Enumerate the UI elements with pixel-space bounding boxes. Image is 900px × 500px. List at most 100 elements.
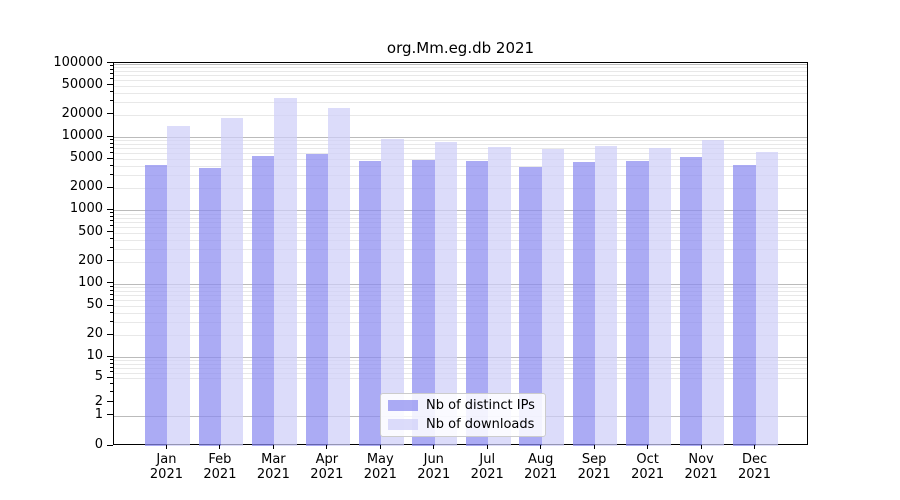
minor-gridline <box>114 295 807 297</box>
y-tick-mark <box>106 401 113 403</box>
x-tick-label: Apr 2021 <box>310 452 344 482</box>
minor-gridline <box>114 217 807 219</box>
bar-distinct-ips <box>519 167 542 446</box>
minor-gridline <box>114 364 807 366</box>
y-tick-mark <box>106 260 113 262</box>
bar-downloads <box>167 126 190 446</box>
major-gridline <box>114 357 807 359</box>
x-tick-label: Feb 2021 <box>203 452 237 482</box>
y-tick-mark <box>106 333 113 335</box>
y-minor-tick-mark <box>109 73 113 75</box>
minor-gridline <box>114 70 807 72</box>
bar-downloads <box>702 139 725 446</box>
bar-distinct-ips <box>145 164 168 446</box>
y-tick-label: 10000 <box>61 128 103 143</box>
bar-distinct-ips <box>733 164 756 446</box>
y-tick-mark <box>106 157 113 159</box>
x-tick-mark <box>700 445 702 449</box>
minor-gridline <box>114 66 807 68</box>
y-tick-mark <box>106 208 113 210</box>
y-tick-label: 0 <box>94 437 103 452</box>
x-tick-label: Aug 2021 <box>524 452 558 482</box>
y-minor-tick-mark <box>109 320 113 322</box>
y-tick-mark <box>106 376 113 378</box>
bar-downloads <box>274 97 297 446</box>
y-tick-label: 500 <box>78 223 103 239</box>
y-minor-tick-mark <box>109 220 113 222</box>
y-minor-tick-mark <box>109 142 113 144</box>
bar-distinct-ips <box>305 154 328 446</box>
y-minor-tick-mark <box>109 69 113 71</box>
bar-distinct-ips <box>465 161 489 446</box>
minor-gridline <box>114 74 807 76</box>
bar-downloads <box>648 147 671 446</box>
y-tick-label: 1000 <box>69 201 103 217</box>
x-tick-label: Mar 2021 <box>256 452 290 482</box>
y-minor-tick-mark <box>109 362 113 364</box>
y-minor-tick-mark <box>109 173 113 175</box>
y-minor-tick-mark <box>109 100 113 102</box>
legend: Nb of distinct IPs Nb of downloads <box>380 393 546 437</box>
legend-item: Nb of downloads <box>381 417 545 432</box>
bar-downloads <box>220 118 244 446</box>
minor-gridline <box>114 101 807 103</box>
bar-downloads <box>434 142 458 446</box>
y-minor-tick-mark <box>109 78 113 80</box>
y-tick-mark <box>106 414 113 416</box>
y-minor-tick-mark <box>109 146 113 148</box>
bar-downloads <box>327 107 351 446</box>
minor-gridline <box>114 92 807 94</box>
y-minor-tick-mark <box>109 371 113 373</box>
minor-gridline <box>114 313 807 315</box>
bar-distinct-ips <box>626 161 649 446</box>
y-tick-mark <box>106 186 113 188</box>
y-tick-label: 20 <box>86 326 103 342</box>
y-minor-tick-mark <box>109 383 113 385</box>
y-minor-tick-mark <box>109 298 113 300</box>
y-minor-tick-mark <box>109 358 113 360</box>
x-tick-mark <box>593 445 595 449</box>
y-tick-label: 50 <box>86 297 103 313</box>
y-tick-label: 50000 <box>61 76 103 92</box>
major-gridline <box>114 210 807 212</box>
y-minor-tick-mark <box>109 151 113 153</box>
minor-gridline <box>114 114 807 116</box>
bar-downloads <box>381 138 404 446</box>
bar-distinct-ips <box>252 156 275 446</box>
x-tick-label: Dec 2021 <box>737 452 772 482</box>
minor-gridline <box>114 239 807 241</box>
minor-gridline <box>114 188 807 190</box>
y-minor-tick-mark <box>109 238 113 240</box>
y-minor-tick-mark <box>109 212 113 214</box>
legend-swatch-downloads <box>388 419 418 430</box>
minor-gridline <box>114 378 807 380</box>
y-minor-tick-mark <box>109 65 113 67</box>
minor-gridline <box>114 144 807 146</box>
y-minor-tick-mark <box>109 247 113 249</box>
y-tick-mark <box>106 135 113 137</box>
y-tick-label: 2 <box>94 393 103 409</box>
bar-distinct-ips <box>679 157 703 446</box>
minor-gridline <box>114 360 807 362</box>
y-minor-tick-mark <box>109 285 113 287</box>
y-minor-tick-mark <box>109 311 113 313</box>
minor-gridline <box>114 287 807 289</box>
bar-distinct-ips <box>412 159 435 446</box>
x-tick-label: Jul 2021 <box>470 452 504 482</box>
major-gridline <box>114 137 807 138</box>
y-minor-tick-mark <box>109 289 113 291</box>
y-minor-tick-mark <box>109 366 113 368</box>
bar-downloads <box>488 147 511 446</box>
x-tick-mark <box>433 445 435 449</box>
minor-gridline <box>114 291 807 293</box>
x-tick-mark <box>219 445 221 449</box>
y-minor-tick-mark <box>109 91 113 93</box>
y-tick-mark <box>106 444 113 446</box>
minor-gridline <box>114 261 807 263</box>
x-tick-label: Jun 2021 <box>417 452 451 482</box>
minor-gridline <box>114 166 807 168</box>
x-tick-label: Nov 2021 <box>684 452 718 482</box>
x-tick-mark <box>272 445 274 449</box>
chart-title: org.Mm.eg.db 2021 <box>386 39 535 57</box>
minor-gridline <box>114 140 807 142</box>
